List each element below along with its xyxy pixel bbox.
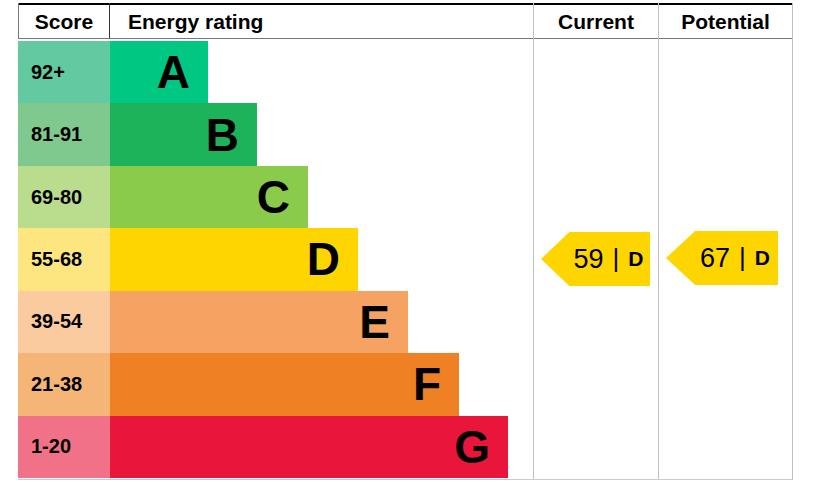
table-top-border xyxy=(18,3,792,5)
current-rating-value: 59 xyxy=(574,244,604,275)
band-bar: A xyxy=(110,41,208,103)
band-row-c: 69-80 C xyxy=(18,166,792,228)
band-letter: E xyxy=(359,299,390,345)
band-letter: F xyxy=(413,361,441,407)
band-bar: D xyxy=(110,228,358,290)
current-rating-band: D xyxy=(628,247,643,271)
band-row-b: 81-91 B xyxy=(18,103,792,165)
band-letter: C xyxy=(257,174,290,220)
rating-divider: | xyxy=(739,242,746,273)
band-bar: E xyxy=(110,291,408,353)
energy-rating-column-header: Energy rating xyxy=(128,6,263,37)
potential-rating-band: D xyxy=(755,246,770,270)
score-range-label: 81-91 xyxy=(18,103,110,165)
score-column-header: Score xyxy=(18,6,110,37)
band-row-f: 21-38 F xyxy=(18,353,792,415)
score-range-label: 39-54 xyxy=(18,291,110,353)
band-bar: B xyxy=(110,103,257,165)
score-range-label: 55-68 xyxy=(18,228,110,290)
band-row-g: 1-20 G xyxy=(18,416,792,478)
band-letter: B xyxy=(206,112,239,158)
current-column-header: Current xyxy=(534,6,658,37)
band-bar: F xyxy=(110,353,459,415)
band-letter: D xyxy=(307,236,340,282)
table-bottom-border xyxy=(18,479,792,480)
score-range-label: 92+ xyxy=(18,41,110,103)
band-row-a: 92+ A xyxy=(18,41,792,103)
score-range-label: 69-80 xyxy=(18,166,110,228)
score-range-label: 1-20 xyxy=(18,416,110,478)
potential-rating-value: 67 xyxy=(700,243,730,274)
potential-column-header: Potential xyxy=(659,6,792,37)
score-range-label: 21-38 xyxy=(18,353,110,415)
epc-chart: Score Energy rating Current Potential 92… xyxy=(0,0,814,496)
header-divider-line xyxy=(18,38,792,39)
band-bar: C xyxy=(110,166,308,228)
band-letter: G xyxy=(454,424,490,470)
band-bar: G xyxy=(110,416,508,478)
band-row-e: 39-54 E xyxy=(18,291,792,353)
rating-divider: | xyxy=(613,243,620,274)
table-right-border xyxy=(792,3,793,480)
band-letter: A xyxy=(157,49,190,95)
